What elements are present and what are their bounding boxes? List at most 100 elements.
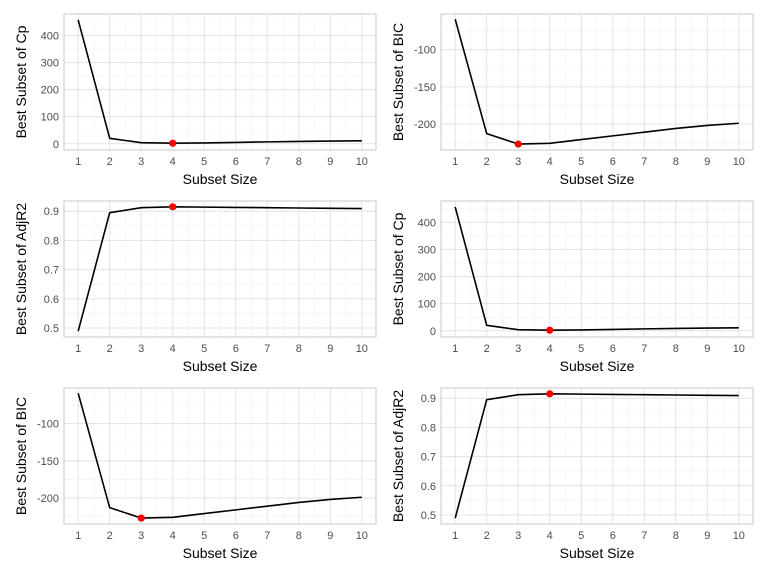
x-tick-label: 1 [75,343,81,355]
x-tick-label: 3 [515,156,521,168]
x-tick-label: 3 [515,530,521,542]
x-tick-label: 9 [327,530,333,542]
x-tick-label: 1 [75,530,81,542]
series-line [454,206,739,332]
x-axis-title: Subset Size [183,545,258,561]
x-tick-label: 10 [356,343,368,355]
y-tick-label: -200 [414,119,436,131]
best-point-marker [514,140,522,148]
best-point-marker [169,139,177,147]
y-tick-label: 0.7 [421,452,436,464]
x-tick-label: 6 [610,343,616,355]
x-tick-label: 9 [704,156,710,168]
y-tick-label: -100 [414,45,436,57]
panel-border [63,13,377,151]
best-point-marker [546,326,554,334]
x-tick-label: 7 [264,343,270,355]
x-tick-label: 10 [356,530,368,542]
x-tick-label: 6 [610,156,616,168]
y-axis-title: Best Subset of BIC [13,397,29,515]
x-tick-label: 8 [673,343,679,355]
y-tick-label: 0.9 [421,393,436,405]
chart-panel-5: 1 2 3 4 5 6 7 8 9 10 -100 -150 -200 Subset Size Best S… [13,387,377,561]
x-tick-label: 5 [578,343,584,355]
x-tick-label: 2 [107,343,113,355]
x-tick-label: 5 [578,156,584,168]
x-tick-label: 10 [733,530,745,542]
y-tick-label: 0.8 [421,422,436,434]
y-tick-label: -150 [37,456,59,468]
x-tick-label: 6 [233,156,239,168]
y-tick-label: 100 [418,299,436,311]
x-tick-label: 1 [452,343,458,355]
x-tick-label: 8 [673,156,679,168]
y-tick-label: 0.6 [44,294,59,306]
x-tick-label: 8 [673,530,679,542]
x-tick-label: 6 [610,530,616,542]
x-tick-label: 5 [201,156,207,168]
x-tick-label: 5 [201,530,207,542]
y-tick-label: 0.6 [421,481,436,493]
y-tick-label: 200 [418,272,436,284]
x-tick-label: 1 [452,156,458,168]
x-axis-title: Subset Size [560,545,635,561]
x-tick-label: 4 [547,156,553,168]
chart-panel-2: 1 2 3 4 5 6 7 8 9 10 -100 -150 -200 Subset Size Best S… [390,13,754,187]
x-tick-label: 4 [547,343,553,355]
x-tick-label: 4 [547,530,553,542]
x-tick-label: 6 [233,343,239,355]
y-tick-label: 0 [430,326,436,338]
x-tick-label: 7 [641,530,647,542]
x-tick-label: 9 [704,343,710,355]
x-tick-label: 4 [170,343,176,355]
y-axis-title: Best Subset of AdjR2 [390,390,406,523]
best-point-marker [546,390,554,398]
x-tick-label: 2 [484,343,490,355]
y-tick-label: 400 [418,217,436,229]
x-tick-label: 2 [107,156,113,168]
x-tick-label: 4 [170,530,176,542]
x-tick-label: 3 [515,343,521,355]
y-tick-label: -150 [414,82,436,94]
x-tick-label: 1 [452,530,458,542]
x-tick-label: 7 [641,156,647,168]
x-tick-label: 8 [296,156,302,168]
x-tick-label: 10 [356,156,368,168]
best-point-marker [169,203,177,211]
x-tick-label: 3 [138,530,144,542]
panel-border [63,387,377,525]
x-axis-title: Subset Size [560,171,635,187]
x-tick-label: 7 [641,343,647,355]
x-tick-label: 5 [201,343,207,355]
y-tick-label: 300 [41,57,59,69]
y-axis-title: Best Subset of Cp [13,25,29,138]
x-axis-title: Subset Size [560,358,635,374]
y-tick-label: 0 [53,139,59,151]
x-tick-label: 10 [733,156,745,168]
y-tick-label: 200 [41,85,59,97]
y-tick-label: 0.9 [44,206,59,218]
x-tick-label: 4 [170,156,176,168]
y-tick-label: 0.5 [44,323,59,335]
y-tick-label: 100 [41,112,59,124]
y-tick-label: 400 [41,30,59,42]
series-line [77,392,362,519]
y-tick-label: -100 [37,419,59,431]
x-tick-label: 10 [733,343,745,355]
series-line [77,206,362,332]
x-tick-label: 9 [327,343,333,355]
series-line [454,18,739,145]
series-line [77,19,362,145]
x-tick-label: 2 [484,156,490,168]
x-tick-label: 6 [233,530,239,542]
panel-border [440,200,754,338]
chart-panel-6: 1 2 3 4 5 6 7 8 9 10 0.5 0.6 0.7 0.8 0.9 Subset Size Bes… [390,387,754,561]
x-tick-label: 5 [578,530,584,542]
y-tick-label: 0.8 [44,235,59,247]
best-point-marker [137,514,145,522]
series-line [454,393,739,519]
x-tick-label: 2 [484,530,490,542]
